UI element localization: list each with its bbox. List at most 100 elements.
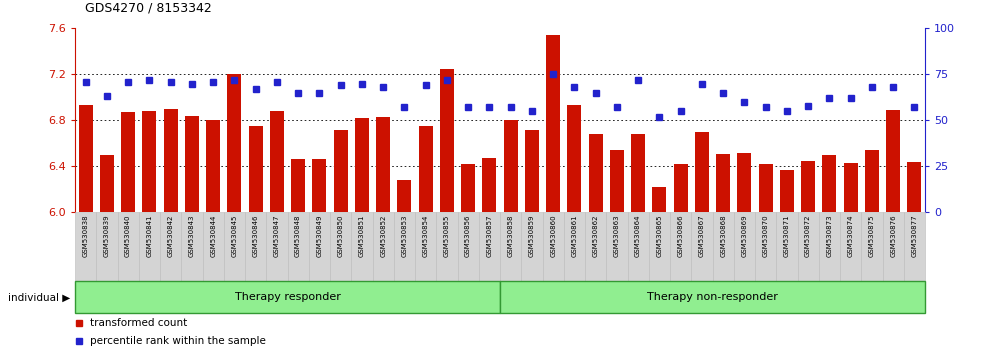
Text: GSM530840: GSM530840	[125, 215, 131, 257]
Bar	[776, 212, 798, 281]
Bar	[224, 212, 245, 281]
Text: GSM530869: GSM530869	[741, 215, 747, 257]
Bar	[691, 212, 712, 281]
Bar	[458, 212, 479, 281]
Text: GSM530874: GSM530874	[848, 215, 854, 257]
Text: GSM530864: GSM530864	[635, 215, 641, 257]
Bar	[904, 212, 925, 281]
Bar	[801, 161, 815, 212]
Bar	[521, 212, 542, 281]
Bar	[415, 212, 436, 281]
Text: GSM530852: GSM530852	[380, 215, 386, 257]
Bar	[755, 212, 776, 281]
Bar	[330, 212, 351, 281]
Bar	[461, 164, 475, 212]
Text: GSM530851: GSM530851	[359, 215, 365, 257]
Text: GSM530845: GSM530845	[231, 215, 237, 257]
Text: GSM530866: GSM530866	[678, 215, 684, 257]
Bar	[185, 116, 199, 212]
Bar	[372, 212, 394, 281]
Text: GSM530863: GSM530863	[614, 215, 620, 257]
Bar	[567, 105, 581, 212]
Bar	[96, 212, 118, 281]
Text: GSM530868: GSM530868	[720, 215, 726, 257]
Bar	[861, 212, 883, 281]
Text: GSM530870: GSM530870	[763, 215, 769, 257]
Text: GSM530855: GSM530855	[444, 215, 450, 257]
Bar	[883, 212, 904, 281]
Text: GSM530876: GSM530876	[890, 215, 896, 257]
Text: GSM530848: GSM530848	[295, 215, 301, 257]
Bar	[716, 154, 730, 212]
Text: GSM530856: GSM530856	[465, 215, 471, 257]
Bar	[309, 212, 330, 281]
Bar	[139, 212, 160, 281]
Text: GSM530849: GSM530849	[316, 215, 322, 257]
Text: percentile rank within the sample: percentile rank within the sample	[90, 336, 266, 346]
Bar	[440, 69, 454, 212]
Text: GSM530859: GSM530859	[529, 215, 535, 257]
Bar	[500, 281, 925, 313]
Text: GSM530846: GSM530846	[253, 215, 259, 257]
Text: GSM530844: GSM530844	[210, 215, 216, 257]
Text: GSM530860: GSM530860	[550, 215, 556, 257]
Bar	[840, 212, 861, 281]
Bar	[142, 111, 156, 212]
Bar	[181, 212, 202, 281]
Text: GSM530857: GSM530857	[486, 215, 492, 257]
Bar	[631, 134, 645, 212]
Text: GDS4270 / 8153342: GDS4270 / 8153342	[85, 1, 212, 14]
Bar	[585, 212, 606, 281]
Bar	[695, 132, 709, 212]
Text: GSM530839: GSM530839	[104, 215, 110, 257]
Text: GSM530861: GSM530861	[571, 215, 577, 257]
Bar	[355, 118, 369, 212]
Text: GSM530873: GSM530873	[826, 215, 832, 257]
Bar	[500, 212, 521, 281]
Bar	[376, 117, 390, 212]
Bar	[886, 110, 900, 212]
Bar	[118, 212, 139, 281]
Text: GSM530871: GSM530871	[784, 215, 790, 257]
Text: GSM530877: GSM530877	[911, 215, 917, 257]
Bar	[291, 159, 305, 212]
Bar	[504, 120, 518, 212]
Bar	[288, 212, 309, 281]
Bar	[164, 109, 178, 212]
Text: GSM530862: GSM530862	[593, 215, 599, 257]
Text: GSM530841: GSM530841	[146, 215, 152, 257]
Text: GSM530872: GSM530872	[805, 215, 811, 257]
Bar	[245, 212, 266, 281]
Text: GSM530842: GSM530842	[168, 215, 174, 257]
Bar	[844, 163, 858, 212]
Text: GSM530838: GSM530838	[83, 215, 89, 257]
Bar	[589, 134, 603, 212]
Bar	[670, 212, 691, 281]
Bar	[121, 112, 135, 212]
Bar	[542, 212, 564, 281]
Bar	[351, 212, 372, 281]
Bar	[780, 170, 794, 212]
Bar	[865, 150, 879, 212]
Bar	[525, 130, 539, 212]
Text: transformed count: transformed count	[90, 318, 188, 328]
Bar	[907, 162, 921, 212]
Bar	[312, 159, 326, 212]
Text: GSM530875: GSM530875	[869, 215, 875, 257]
Text: individual ▶: individual ▶	[8, 292, 70, 302]
Text: GSM530867: GSM530867	[699, 215, 705, 257]
Bar	[79, 105, 93, 212]
Bar	[206, 120, 220, 212]
Bar	[564, 212, 585, 281]
Bar	[734, 212, 755, 281]
Bar	[819, 212, 840, 281]
Bar	[759, 164, 773, 212]
Bar	[606, 212, 628, 281]
Bar	[394, 212, 415, 281]
Text: GSM530853: GSM530853	[401, 215, 407, 257]
Bar	[100, 155, 114, 212]
Text: GSM530865: GSM530865	[656, 215, 662, 257]
Bar	[652, 187, 666, 212]
Bar	[249, 126, 263, 212]
Bar	[397, 180, 411, 212]
